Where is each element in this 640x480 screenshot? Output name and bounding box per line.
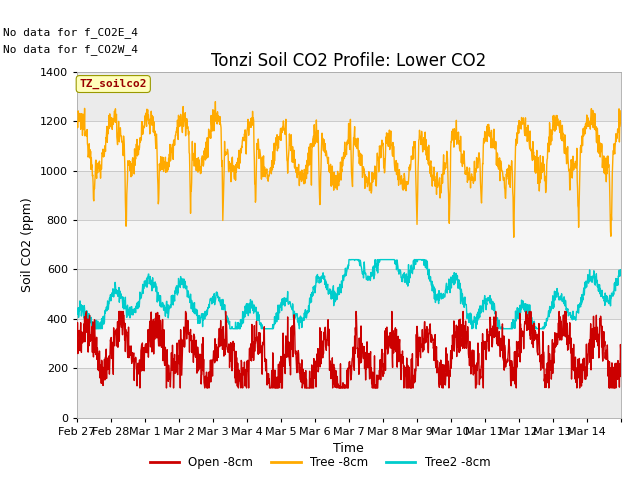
Tree2 -8cm [611,280,618,286]
Tree -8cm [324,155,332,160]
Open -8cm [159,317,166,323]
Tree2 -8cm [335,290,342,296]
Tree2 -8cm [324,291,332,297]
Tree2 -8cm [617,270,625,276]
Bar [77,220,621,269]
Legend: Open -8cm, Tree -8cm, Tree2 -8cm: Open -8cm, Tree -8cm, Tree2 -8cm [145,452,495,474]
Text: No data for f_CO2E_4: No data for f_CO2E_4 [3,27,138,38]
Tree2 -8cm [158,304,166,310]
Title: Tonzi Soil CO2 Profile: Lower CO2: Tonzi Soil CO2 Profile: Lower CO2 [211,52,486,71]
Tree -8cm [510,234,518,240]
Tree2 -8cm [345,257,353,263]
X-axis label: Time: Time [333,442,364,455]
Open -8cm [611,378,618,384]
Open -8cm [617,348,625,354]
Tree -8cm [158,167,166,173]
Tree -8cm [212,99,220,105]
Tree -8cm [73,125,81,131]
Open -8cm [557,318,565,324]
Open -8cm [335,385,343,391]
Bar [77,171,621,220]
Line: Tree2 -8cm: Tree2 -8cm [77,260,621,329]
Tree -8cm [617,108,625,114]
Open -8cm [325,326,333,332]
Bar [77,72,621,121]
Open -8cm [73,345,81,351]
Tree -8cm [557,136,565,142]
Line: Open -8cm: Open -8cm [77,312,621,388]
Text: No data for f_CO2W_4: No data for f_CO2W_4 [3,44,138,55]
Bar [77,319,621,368]
Open -8cm [477,362,485,368]
Line: Tree -8cm: Tree -8cm [77,102,621,237]
Tree2 -8cm [89,326,97,332]
Open -8cm [136,385,144,391]
Bar [77,121,621,171]
Tree2 -8cm [557,294,565,300]
Open -8cm [83,309,90,314]
Bar [77,368,621,418]
Tree -8cm [335,183,342,189]
Tree -8cm [611,149,618,155]
Tree -8cm [477,195,485,201]
Tree2 -8cm [73,310,81,316]
Text: TZ_soilco2: TZ_soilco2 [79,79,147,89]
Y-axis label: Soil CO2 (ppm): Soil CO2 (ppm) [21,197,34,292]
Bar [77,269,621,319]
Tree2 -8cm [477,306,485,312]
